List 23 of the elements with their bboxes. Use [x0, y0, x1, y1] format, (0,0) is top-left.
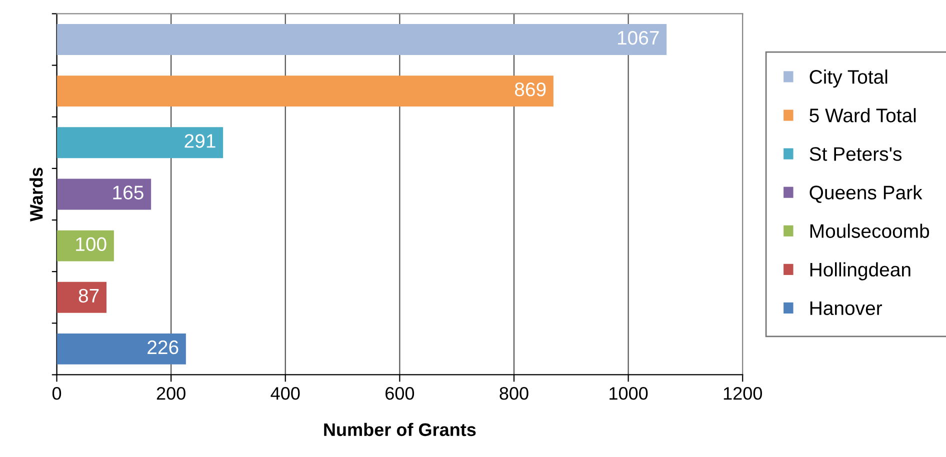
legend-label: Hollingdean	[810, 262, 910, 280]
data-label: 226	[148, 340, 178, 354]
legend-label: 5 Ward Total	[810, 108, 916, 122]
data-label: 869	[514, 82, 546, 96]
legend-label: Queens Park	[810, 185, 922, 203]
legend-label: Moulsecoomb	[810, 224, 930, 238]
legend-label: Hanover	[810, 302, 882, 316]
legend-label: City Total	[810, 70, 888, 88]
data-label: 165	[113, 186, 144, 200]
x-tick-label: 1200	[724, 387, 762, 400]
x-tick-label: 400	[270, 387, 300, 400]
y-axis-title: Wards	[30, 168, 43, 222]
x-tick-label: 600	[386, 387, 414, 400]
data-label: 100	[76, 237, 106, 252]
x-tick-label: 200	[156, 387, 186, 400]
data-label: 1067	[618, 30, 659, 45]
x-axis-title: Number of Grants	[324, 422, 476, 436]
data-label: 291	[184, 134, 216, 148]
data-label: 87	[78, 288, 99, 303]
x-tick-label: 1000	[610, 387, 648, 400]
legend-label: St Peters's	[810, 147, 902, 161]
x-tick-label: 800	[500, 387, 528, 400]
x-tick-label: 0	[52, 387, 62, 400]
